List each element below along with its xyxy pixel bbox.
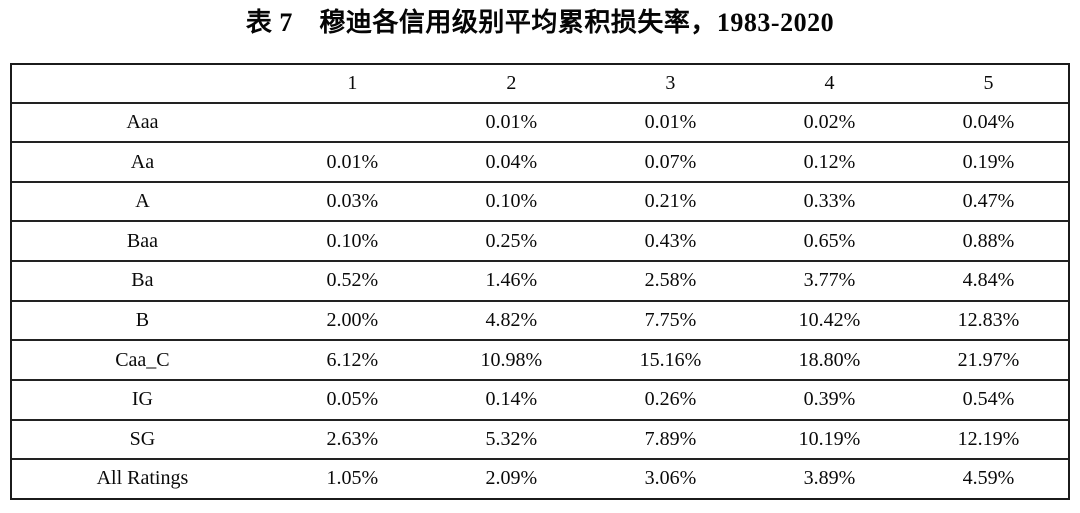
value-cell: 3.89% <box>749 458 909 498</box>
value-cell: 10.19% <box>749 418 909 460</box>
value-cell: 0.10% <box>431 180 591 222</box>
value-cell: 12.19% <box>908 418 1068 460</box>
value-cell <box>272 101 432 143</box>
rating-label-cell: Caa_C <box>12 339 273 381</box>
value-cell: 0.25% <box>431 220 591 262</box>
value-cell: 0.33% <box>749 180 909 222</box>
rating-label-cell: B <box>12 299 273 341</box>
value-cell: 0.52% <box>272 260 432 301</box>
value-cell: 0.04% <box>908 101 1068 143</box>
value-cell: 0.05% <box>272 379 432 420</box>
table-title: 表 7 穆迪各信用级别平均累积损失率，1983-2020 <box>245 8 835 37</box>
header-row: 1 2 3 4 5 <box>12 65 1068 103</box>
rating-label-cell: Aaa <box>12 101 273 143</box>
header-cell-year-2: 2 <box>506 71 517 94</box>
value-cell: 0.14% <box>431 379 591 420</box>
value-cell: 2.09% <box>431 458 591 498</box>
rating-label-cell: IG <box>12 379 273 420</box>
table-row-caa-c: Caa_C 6.12% 10.98% 15.16% 18.80% 21.97% <box>12 339 1068 381</box>
value-cell: 10.98% <box>431 339 591 381</box>
value-cell: 15.16% <box>590 339 750 381</box>
value-cell: 7.75% <box>590 299 750 341</box>
value-cell: 0.01% <box>431 101 591 143</box>
value-cell: 2.63% <box>272 418 432 460</box>
value-cell: 0.01% <box>272 141 432 182</box>
value-cell: 6.12% <box>272 339 432 381</box>
header-cell-year-4: 4 <box>824 71 835 94</box>
value-cell: 1.05% <box>272 458 432 498</box>
rating-label-cell: All Ratings <box>12 458 273 498</box>
value-cell: 4.82% <box>431 299 591 341</box>
value-cell: 4.59% <box>908 458 1068 498</box>
ratings-table-frame: 1 2 3 4 5 Aaa 0.01% 0.01% 0.02% 0.04% Aa <box>10 62 1070 500</box>
table-row-b: B 2.00% 4.82% 7.75% 10.42% 12.83% <box>12 299 1068 341</box>
value-cell: 0.01% <box>590 101 750 143</box>
value-cell: 5.32% <box>431 418 591 460</box>
table-row-baa: Baa 0.10% 0.25% 0.43% 0.65% 0.88% <box>12 220 1068 262</box>
table-row-all-ratings: All Ratings 1.05% 2.09% 3.06% 3.89% 4.59… <box>12 458 1068 498</box>
header-cell-corner <box>12 65 273 103</box>
value-cell: 0.54% <box>908 379 1068 420</box>
value-cell: 0.88% <box>908 220 1068 262</box>
value-cell: 0.43% <box>590 220 750 262</box>
value-cell: 10.42% <box>749 299 909 341</box>
table-row-a: A 0.03% 0.10% 0.21% 0.33% 0.47% <box>12 180 1068 222</box>
table-row-sg: SG 2.63% 5.32% 7.89% 10.19% 12.19% <box>12 418 1068 460</box>
value-cell: 2.00% <box>272 299 432 341</box>
value-cell: 1.46% <box>431 260 591 301</box>
value-cell: 0.12% <box>749 141 909 182</box>
value-cell: 0.47% <box>908 180 1068 222</box>
value-cell: 0.04% <box>431 141 591 182</box>
value-cell: 3.77% <box>749 260 909 301</box>
value-cell: 12.83% <box>908 299 1068 341</box>
value-cell: 3.06% <box>590 458 750 498</box>
value-cell: 0.10% <box>272 220 432 262</box>
value-cell: 7.89% <box>590 418 750 460</box>
value-cell: 0.19% <box>908 141 1068 182</box>
rating-label-cell: Baa <box>12 220 273 262</box>
table-row-aa: Aa 0.01% 0.04% 0.07% 0.12% 0.19% <box>12 141 1068 182</box>
rating-label-cell: Ba <box>12 260 273 301</box>
rating-label-cell: Aa <box>12 141 273 182</box>
value-cell: 0.21% <box>590 180 750 222</box>
value-cell: 0.03% <box>272 180 432 222</box>
value-cell: 4.84% <box>908 260 1068 301</box>
rating-label-cell: SG <box>12 418 273 460</box>
value-cell: 0.39% <box>749 379 909 420</box>
table-row-aaa: Aaa 0.01% 0.01% 0.02% 0.04% <box>12 101 1068 143</box>
header-cell-year-5: 5 <box>983 71 994 94</box>
table-row-ba: Ba 0.52% 1.46% 2.58% 3.77% 4.84% <box>12 260 1068 301</box>
header-cell-year-1: 1 <box>347 71 358 94</box>
header-cell-year-3: 3 <box>665 71 676 94</box>
value-cell: 18.80% <box>749 339 909 381</box>
value-cell: 21.97% <box>908 339 1068 381</box>
value-cell: 0.07% <box>590 141 750 182</box>
value-cell: 2.58% <box>590 260 750 301</box>
table-row-ig: IG 0.05% 0.14% 0.26% 0.39% 0.54% <box>12 379 1068 420</box>
ratings-table: 1 2 3 4 5 Aaa 0.01% 0.01% 0.02% 0.04% Aa <box>12 65 1068 498</box>
rating-label-cell: A <box>12 180 273 222</box>
value-cell: 0.26% <box>590 379 750 420</box>
value-cell: 0.02% <box>749 101 909 143</box>
value-cell: 0.65% <box>749 220 909 262</box>
